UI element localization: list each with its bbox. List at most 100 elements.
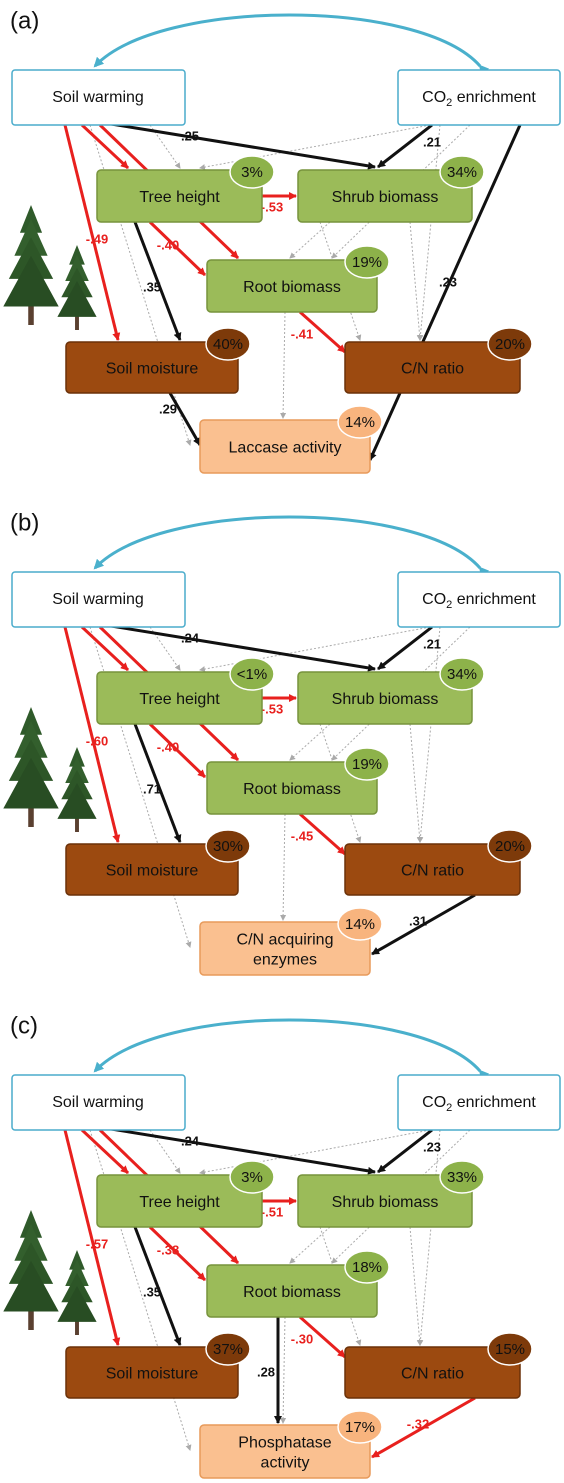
r2-label: 3%: [241, 1169, 263, 1186]
r2-label: 19%: [352, 756, 382, 773]
nonsignificant-path: [283, 312, 285, 418]
node-label: Phosphatase: [238, 1435, 332, 1452]
node-label: Shrub biomass: [332, 691, 439, 708]
nonsignificant-path: [283, 1317, 285, 1423]
path-coefficient: .21: [423, 134, 441, 149]
r2-label: 14%: [345, 414, 375, 431]
node-label: Root biomass: [243, 1284, 341, 1301]
path-coefficient: -.53: [261, 199, 283, 214]
panel: (b).24.21-.60-.53-.40.71-.45.31Soil warm…: [3, 509, 560, 975]
node-label: Root biomass: [243, 279, 341, 296]
panel: (a).25.21-.49-.53-.40.35-.41.29.23Soil w…: [3, 7, 560, 473]
nonsignificant-path: [410, 1227, 420, 1345]
node-label: C/N acquiring: [237, 932, 334, 949]
r2-label: 33%: [447, 1169, 477, 1186]
tree-icon: [3, 707, 58, 827]
path-coefficient: .31: [409, 913, 427, 928]
tree-icon: [57, 1250, 96, 1335]
tree-icon: [3, 1210, 58, 1330]
node-label: Shrub biomass: [332, 189, 439, 206]
node-label: Soil warming: [52, 89, 144, 106]
path-coefficient: .25: [181, 128, 199, 143]
r2-label: 20%: [495, 336, 525, 353]
node-label: Soil warming: [52, 591, 144, 608]
panel-label: (a): [10, 7, 39, 34]
r2-label: 34%: [447, 164, 477, 181]
path-coefficient: -.38: [157, 1242, 179, 1257]
correlation-arc: [95, 1020, 480, 1071]
correlation-arc: [95, 15, 480, 66]
r2-label: 15%: [495, 1341, 525, 1358]
nonsignificant-path: [420, 1130, 440, 1345]
node-label: C/N ratio: [401, 361, 464, 378]
node-label: activity: [261, 1455, 310, 1472]
r2-label: 37%: [213, 1341, 243, 1358]
path-coefficient: .29: [159, 401, 177, 416]
tree-icon: [57, 747, 96, 832]
path-coefficient: -.41: [291, 326, 313, 341]
nonsignificant-path: [410, 724, 420, 842]
panel-label: (b): [10, 509, 39, 536]
node-label: Soil moisture: [106, 863, 199, 880]
r2-label: 19%: [352, 254, 382, 271]
path-coefficient: -.57: [86, 1236, 108, 1251]
r2-label: <1%: [237, 666, 267, 683]
label-part: enrichment: [452, 1094, 536, 1111]
node-label: CO2 enrichment: [422, 1094, 536, 1114]
r2-label: 14%: [345, 916, 375, 933]
nonsignificant-path: [420, 627, 440, 842]
nonsignificant-path: [290, 222, 330, 258]
node-label: enzymes: [253, 952, 317, 969]
node-label: CO2 enrichment: [422, 89, 536, 109]
node-label: Soil moisture: [106, 361, 199, 378]
node-label: CO2 enrichment: [422, 591, 536, 611]
label-part: enrichment: [452, 591, 536, 608]
path-coefficient: -.30: [291, 1331, 313, 1346]
path-coefficient: -.51: [261, 1204, 283, 1219]
path-coefficient: -.40: [157, 237, 179, 252]
path-coefficient: .23: [423, 1139, 441, 1154]
label-part: CO: [422, 1094, 446, 1111]
nonsignificant-path: [283, 814, 285, 920]
label-part: enrichment: [452, 89, 536, 106]
tree-icon: [57, 245, 96, 330]
node-label: Soil warming: [52, 1094, 144, 1111]
correlation-arc: [95, 517, 480, 568]
page: (a).25.21-.49-.53-.40.35-.41.29.23Soil w…: [0, 0, 564, 1483]
path-coefficient: .35: [143, 1284, 161, 1299]
node-label: Tree height: [139, 691, 220, 708]
nonsignificant-path: [290, 724, 330, 760]
path-coefficient: .23: [439, 274, 457, 289]
panel-label: (c): [10, 1012, 38, 1039]
r2-label: 30%: [213, 838, 243, 855]
r2-label: 3%: [241, 164, 263, 181]
path-coefficient: -.45: [291, 828, 313, 843]
node-label: Laccase activity: [229, 440, 342, 457]
node-label: Root biomass: [243, 781, 341, 798]
nonsignificant-path: [290, 1227, 330, 1263]
r2-label: 20%: [495, 838, 525, 855]
node-label: Tree height: [139, 1194, 220, 1211]
node-label: Shrub biomass: [332, 1194, 439, 1211]
r2-label: 34%: [447, 666, 477, 683]
path-coefficient: -.60: [86, 733, 108, 748]
node-label: C/N ratio: [401, 863, 464, 880]
r2-label: 40%: [213, 336, 243, 353]
tree-icon: [3, 205, 58, 325]
node-label: Soil moisture: [106, 1366, 199, 1383]
path-coefficient: -.53: [261, 701, 283, 716]
label-part: CO: [422, 89, 446, 106]
path-coefficient: .21: [423, 636, 441, 651]
r2-label: 18%: [352, 1259, 382, 1276]
label-part: CO: [422, 591, 446, 608]
path-coefficient: .24: [181, 1133, 200, 1148]
diagram: (a).25.21-.49-.53-.40.35-.41.29.23Soil w…: [0, 0, 564, 1483]
panel: (c).24.23-.57-.51-.38.35.28-.30-.32Soil …: [3, 1012, 560, 1478]
path-coefficient: .71: [143, 781, 161, 796]
node-label: C/N ratio: [401, 1366, 464, 1383]
r2-label: 17%: [345, 1419, 375, 1436]
nonsignificant-path: [410, 222, 420, 340]
path-coefficient: -.40: [157, 739, 179, 754]
node-label: Tree height: [139, 189, 220, 206]
path-coefficient: .28: [257, 1364, 275, 1379]
